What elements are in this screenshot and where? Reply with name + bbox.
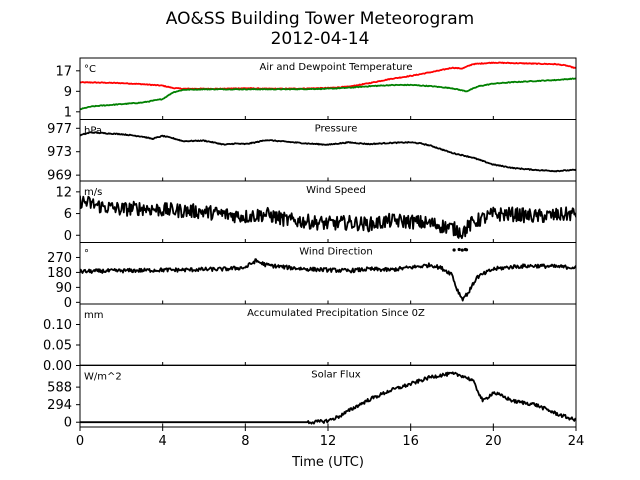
panel-series [80, 247, 576, 302]
x-tick-label: 4 [159, 434, 167, 449]
panel-series [80, 195, 576, 240]
x-tick-label: 12 [320, 434, 337, 449]
panel-unit: m/s [84, 187, 102, 198]
series-line [80, 195, 576, 240]
x-axis: 0 4 8 12 16 20 24 [76, 427, 584, 449]
panel-2: 0 6 12 Wind Speed m/s [55, 180, 577, 244]
panel-unit: hPa [84, 126, 102, 137]
x-tick-label: 0 [76, 434, 84, 449]
x-tick-label: 16 [402, 434, 419, 449]
panel-title: Air and Dewpoint Temperature [260, 62, 413, 73]
panel-title: Solar Flux [311, 370, 361, 381]
figure-subtitle: 2012-04-14 [271, 29, 370, 49]
panel-title: Pressure [315, 124, 358, 135]
x-tick-label: 8 [241, 434, 249, 449]
panel-title: Wind Speed [306, 185, 366, 196]
series-point [457, 247, 461, 252]
panel-series [80, 131, 576, 173]
panel-title: Wind Direction [299, 247, 373, 258]
x-tick-label: 24 [568, 434, 585, 449]
y-tick-label: 1 [64, 105, 72, 120]
y-tick-label: 0.05 [43, 339, 72, 354]
y-tick-label: 969 [47, 169, 72, 184]
figure-title: AO&SS Building Tower Meteorogram [166, 9, 474, 29]
panel-1: 969 973 977 Pressure hPa [47, 119, 577, 184]
y-tick-label: 0 [64, 296, 72, 311]
y-tick-label: 0.00 [43, 359, 72, 374]
y-tick-label: 180 [47, 266, 72, 281]
y-tick-label: 973 [47, 145, 72, 160]
y-tick-label: 0 [64, 416, 72, 431]
y-tick-label: 270 [47, 251, 72, 266]
series-line [80, 258, 576, 302]
y-tick-label: 0 [64, 229, 72, 244]
y-tick-label: 294 [47, 398, 72, 413]
panel-unit: W/m^2 [84, 372, 122, 383]
panels: 1 9 17 Air and Dewpoint Temperature °C 969 973… [43, 57, 577, 431]
y-tick-label: 90 [55, 281, 72, 296]
panel-series [80, 371, 576, 425]
x-tick-label: 20 [485, 434, 502, 449]
y-tick-label: 17 [55, 64, 72, 79]
series-point [464, 248, 469, 252]
y-tick-label: 9 [64, 85, 72, 100]
panel-4: 0.00 0.05 0.10 Accumulated Precipitation Si… [43, 303, 577, 374]
panel-5: 0 294 588 Solar Flux W/m^2 [47, 365, 577, 431]
x-axis-label: Time (UTC) [291, 455, 364, 470]
series-point [452, 248, 456, 252]
panel-unit: ° [84, 249, 89, 260]
series-line [80, 131, 576, 173]
series-line [80, 371, 576, 425]
y-tick-label: 588 [47, 381, 72, 396]
panel-title: Accumulated Precipitation Since 0Z [247, 308, 425, 319]
panel-unit: mm [84, 310, 103, 321]
panel-series [80, 61, 576, 111]
series-line [80, 77, 576, 111]
y-tick-label: 0.10 [43, 318, 72, 333]
series-point [460, 248, 464, 252]
panel-unit: °C [84, 64, 96, 75]
panel-0: 1 9 17 Air and Dewpoint Temperature °C [55, 57, 577, 120]
y-tick-label: 6 [64, 207, 72, 222]
y-tick-label: 977 [47, 122, 72, 137]
y-tick-label: 12 [55, 185, 72, 200]
